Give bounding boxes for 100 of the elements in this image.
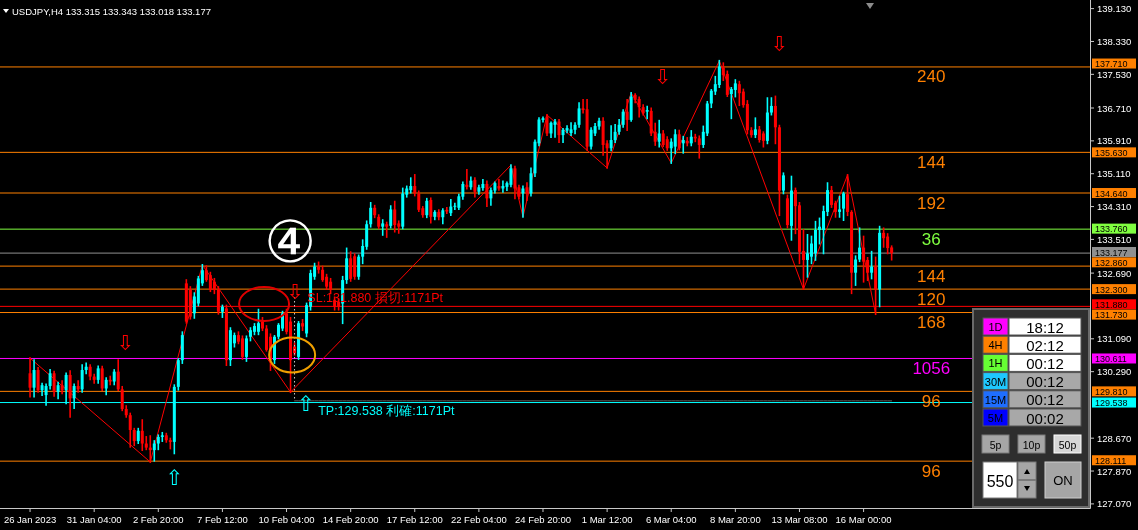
candlestick — [108, 374, 112, 387]
category-label: 1H — [988, 357, 1003, 370]
candlestick — [509, 163, 513, 189]
x-tick-label: 22 Feb 04:00 — [450, 513, 507, 525]
candlestick — [393, 199, 397, 234]
candlestick — [733, 78, 737, 99]
ref-line-label: 130.611 — [1095, 353, 1127, 364]
candlestick — [577, 101, 581, 129]
candlestick — [589, 126, 593, 151]
y-tick-label: 135.110 — [1097, 168, 1131, 180]
candlestick — [729, 86, 733, 120]
candlestick — [96, 364, 100, 385]
annotation: ⇩ — [770, 32, 789, 55]
annotation: 00:12 — [1026, 391, 1064, 409]
x-tick-label: 1 Mar 12:00 — [581, 513, 633, 525]
candlestick — [677, 128, 681, 152]
candlestick — [645, 105, 649, 120]
candlestick — [353, 252, 357, 281]
candlestick — [160, 431, 164, 443]
ref-line-label: 133.177 — [1095, 247, 1128, 258]
y-tick-label: 127.070 — [1097, 498, 1132, 510]
candlestick — [862, 234, 866, 284]
candlestick — [842, 190, 846, 222]
ref-line-label: 135.630 — [1095, 147, 1128, 158]
text: USDJPY,H4 133.315 133.343 133.018 133.177 — [12, 5, 211, 17]
annotation: 96 — [921, 461, 941, 481]
candlestick — [621, 108, 625, 129]
candlestick — [140, 418, 144, 452]
candlestick — [882, 226, 886, 249]
candlestick — [557, 118, 561, 144]
candlestick — [814, 220, 817, 262]
ref-line-label: 132.300 — [1095, 284, 1128, 295]
candlestick — [737, 80, 741, 107]
annotation: ⇩ — [116, 331, 135, 354]
candlestick — [389, 204, 393, 230]
candlestick — [357, 253, 361, 281]
x-tick-label: 26 Jan 2023 — [3, 513, 57, 525]
candlestick — [256, 307, 260, 336]
candlestick — [485, 179, 489, 208]
annotation: 240 — [917, 67, 946, 87]
candlestick — [781, 171, 785, 196]
annotation: 144 — [917, 266, 946, 286]
candlestick — [425, 197, 429, 219]
candlestick — [369, 201, 373, 229]
candlestick — [429, 196, 433, 225]
candlestick — [473, 176, 477, 199]
annotation: 168 — [917, 313, 946, 333]
candlestick — [725, 69, 729, 98]
y-tick-label: 137.530 — [1097, 68, 1132, 80]
candlestick — [657, 119, 661, 149]
category-label: 30M — [984, 375, 1007, 388]
candlestick — [838, 195, 842, 219]
candlestick — [769, 96, 773, 117]
ref-line-label: 131.880 — [1095, 299, 1128, 310]
candlestick — [830, 185, 834, 209]
annotation: 00:12 — [1026, 373, 1064, 391]
x-tick-label: 14 Feb 20:00 — [322, 513, 379, 525]
y-tick-label: 134.310 — [1097, 201, 1132, 213]
candlestick — [489, 186, 493, 207]
candlestick — [609, 124, 613, 153]
y-tick-label: 132.690 — [1097, 267, 1132, 279]
y-tick-label: 127.870 — [1097, 465, 1132, 477]
ref-line-label: 129.538 — [1095, 398, 1128, 409]
category-label: 1D — [988, 321, 1003, 333]
candlestick — [68, 369, 72, 419]
candlestick — [513, 165, 517, 201]
candlestick — [381, 218, 385, 237]
annotation: 10p — [1022, 438, 1041, 451]
candlestick — [805, 233, 809, 279]
annotation: 5p — [989, 438, 1002, 451]
annotation: 144 — [917, 152, 946, 172]
annotation: ⇧ — [165, 466, 184, 489]
annotation: 192 — [917, 193, 946, 213]
x-tick-label: 2 Feb 20:00 — [132, 513, 184, 525]
ref-line-label: 128.111 — [1095, 455, 1127, 466]
candlestick — [208, 270, 212, 293]
x-tick-label: 31 Jan 04:00 — [66, 513, 122, 525]
ref-line-label: 132.860 — [1095, 257, 1128, 268]
candlestick — [854, 254, 858, 287]
annotation: ⇩ — [654, 65, 672, 88]
candlestick — [100, 365, 104, 392]
x-tick-label: 24 Feb 20:00 — [515, 513, 571, 525]
candlestick — [637, 95, 641, 119]
annotation: 18:12 — [1026, 318, 1064, 336]
x-tick-label: 6 Mar 04:00 — [645, 513, 697, 525]
annotation: 36 — [921, 229, 941, 249]
candlestick — [36, 366, 40, 394]
candlestick — [521, 184, 525, 219]
x-tick-label: 13 Mar 08:00 — [771, 513, 828, 525]
candlestick — [697, 134, 701, 160]
category-label: 15M — [984, 393, 1007, 406]
y-tick-label: 136.710 — [1097, 102, 1132, 114]
ref-line-label: 137.710 — [1095, 59, 1128, 70]
y-tick-label: 133.510 — [1097, 233, 1132, 245]
annotation: ON — [1053, 472, 1073, 488]
ref-line-label: 133.760 — [1095, 224, 1128, 235]
y-tick-label: 138.330 — [1097, 35, 1132, 47]
y-tick-label: 128.670 — [1097, 432, 1132, 444]
annotation: 02:12 — [1026, 336, 1064, 354]
y-tick-label: 135.910 — [1097, 135, 1132, 147]
